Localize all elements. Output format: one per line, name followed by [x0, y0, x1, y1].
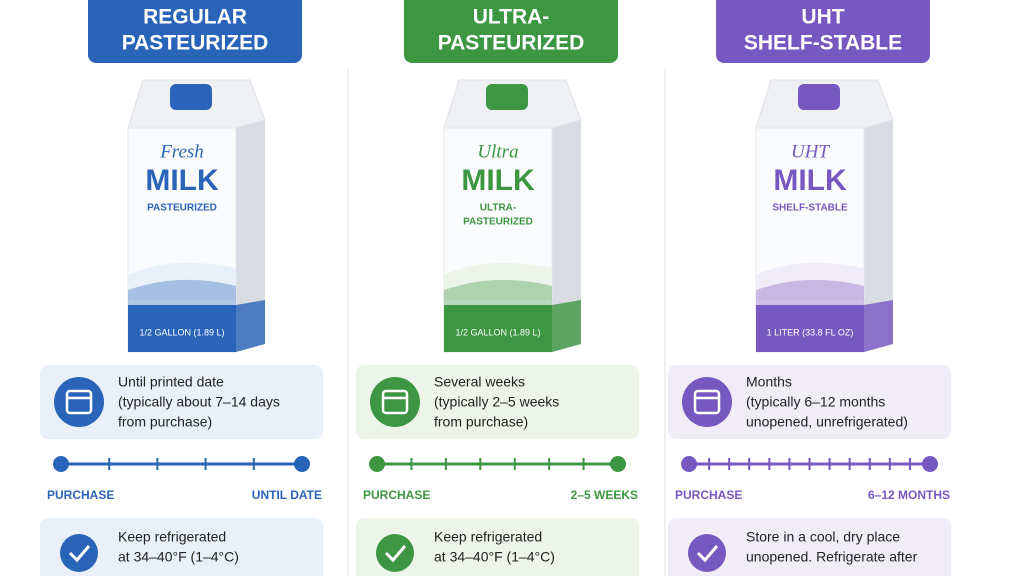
carton-size: 1 LITER (33.8 FL OZ) — [767, 327, 854, 337]
timeline-start-label: PURCHASE — [47, 488, 114, 502]
storage-text: Keep refrigerated — [118, 529, 226, 545]
storage-text: at 34–40°F (1–4°C) — [434, 549, 555, 565]
carton-name: MILK — [773, 164, 847, 197]
timeline-start — [53, 456, 69, 472]
calendar-icon-bg — [682, 377, 732, 427]
calendar-icon-bg — [54, 377, 104, 427]
header-text: ULTRA- — [473, 6, 550, 29]
shelf-life-text: (typically about 7–14 days — [118, 394, 280, 410]
carton-hills — [444, 262, 552, 300]
calendar-icon — [381, 389, 409, 415]
timeline-end-label: UNTIL DATE — [252, 488, 322, 502]
check-icon — [68, 545, 91, 563]
header-text: SHELF-STABLE — [744, 32, 902, 55]
carton-field — [128, 279, 236, 310]
carton-subtitle: PASTEURIZED — [147, 203, 217, 214]
timeline-end — [922, 456, 938, 472]
carton-band — [756, 305, 864, 352]
carton-field — [444, 279, 552, 310]
carton-band-side — [864, 300, 893, 352]
check-icon-bg — [60, 534, 98, 572]
carton-subtitle: PASTEURIZED — [463, 217, 533, 228]
check-icon-bg — [376, 534, 414, 572]
shelf-life-text: unopened, unrefrigerated) — [746, 414, 908, 430]
header-text: PASTEURIZED — [438, 32, 585, 55]
carton-side — [236, 120, 265, 352]
timeline-end-label: 6–12 MONTHS — [868, 488, 950, 502]
calendar-icon — [65, 389, 93, 415]
carton-hills — [128, 262, 236, 300]
carton-band-side — [552, 300, 581, 352]
check-icon-bg — [688, 534, 726, 572]
check-icon — [384, 545, 407, 563]
carton-cap — [798, 84, 840, 110]
shelf-life-text: (typically 2–5 weeks — [434, 394, 559, 410]
storage-box — [356, 518, 639, 576]
shelf-life-box — [356, 365, 639, 439]
carton-size: 1/2 GALLON (1.89 L) — [455, 327, 540, 337]
timeline-start — [369, 456, 385, 472]
carton-side — [552, 120, 581, 352]
carton-subtitle: ULTRA- — [480, 203, 516, 214]
shelf-life-text: Months — [746, 374, 792, 390]
shelf-life-box — [40, 365, 323, 439]
header-text: PASTEURIZED — [122, 32, 269, 55]
timeline-start-label: PURCHASE — [363, 488, 430, 502]
shelf-life-text: Until printed date — [118, 374, 224, 390]
carton-cap — [486, 84, 528, 110]
calendar-icon-bg — [370, 377, 420, 427]
carton-band-side — [236, 300, 265, 352]
carton-name: MILK — [145, 164, 219, 197]
check-icon — [696, 545, 719, 563]
timeline-end — [294, 456, 310, 472]
carton-size: 1/2 GALLON (1.89 L) — [139, 327, 224, 337]
carton-subtitle: SHELF-STABLE — [772, 203, 848, 214]
carton-side — [864, 120, 893, 352]
header-box — [88, 0, 302, 63]
shelf-life-text: Several weeks — [434, 374, 525, 390]
carton-script: UHT — [791, 141, 830, 162]
calendar-icon — [693, 389, 721, 415]
storage-box — [40, 518, 323, 576]
timeline-end — [610, 456, 626, 472]
header-text: UHT — [801, 6, 844, 29]
header-box — [716, 0, 930, 63]
carton-script: Fresh — [159, 141, 204, 162]
shelf-life-text: from purchase) — [118, 414, 212, 430]
carton-band — [444, 305, 552, 352]
timeline-start — [681, 456, 697, 472]
storage-text: Keep refrigerated — [434, 529, 542, 545]
storage-text: Store in a cool, dry place — [746, 529, 900, 545]
header-box — [404, 0, 618, 63]
carton-script: Ultra — [477, 141, 518, 162]
timeline-start-label: PURCHASE — [675, 488, 742, 502]
shelf-life-text: (typically 6–12 months — [746, 394, 885, 410]
shelf-life-text: from purchase) — [434, 414, 528, 430]
header-text: REGULAR — [143, 6, 247, 29]
storage-text: at 34–40°F (1–4°C) — [118, 549, 239, 565]
timeline-end-label: 2–5 WEEKS — [571, 488, 638, 502]
shelf-life-box — [668, 365, 951, 439]
storage-text: unopened. Refrigerate after — [746, 549, 918, 565]
carton-field — [756, 279, 864, 310]
storage-box — [668, 518, 951, 576]
carton-hills — [756, 262, 864, 300]
carton-cap — [170, 84, 212, 110]
carton-name: MILK — [461, 164, 535, 197]
carton-band — [128, 305, 236, 352]
